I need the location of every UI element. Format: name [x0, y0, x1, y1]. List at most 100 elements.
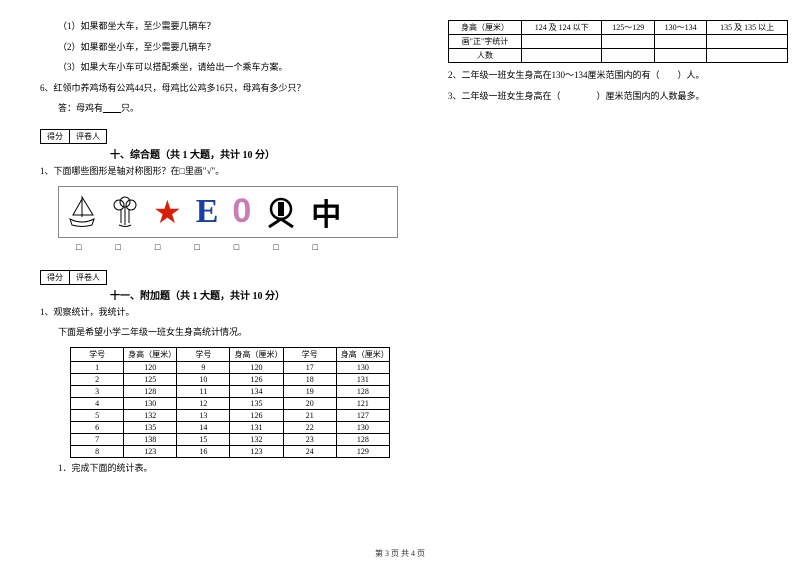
td: 13: [177, 409, 230, 421]
right-q3: 3、二年级一班女生身高在（ ）厘米范围内的人数最多。: [448, 90, 788, 103]
answer-suffix: 只。: [121, 103, 139, 113]
td: 120: [230, 361, 283, 373]
td: 2: [71, 373, 124, 385]
table-row: 51321312621127: [71, 409, 390, 421]
td: 126: [230, 373, 283, 385]
checkbox: □: [273, 242, 278, 252]
td: 15: [177, 433, 230, 445]
th: 学号: [71, 347, 124, 361]
td: 17: [283, 361, 336, 373]
td: 1: [71, 361, 124, 373]
td: 135: [230, 397, 283, 409]
td: 21: [283, 409, 336, 421]
td: 人数: [449, 49, 522, 63]
td: 11: [177, 385, 230, 397]
td: 121: [336, 397, 389, 409]
checkbox: □: [194, 242, 199, 252]
score-label: 得分: [41, 271, 70, 284]
table-row: 21251012618131: [71, 373, 390, 385]
td: 24: [283, 445, 336, 457]
td: 9: [177, 361, 230, 373]
sailboat-icon: [67, 192, 97, 232]
td: 123: [124, 445, 177, 457]
railway-icon: [265, 192, 297, 232]
th: 135 及 135 以上: [707, 21, 788, 35]
td: 129: [336, 445, 389, 457]
section-11-title: 十一、附加题（共 1 大题，共计 10 分）: [40, 287, 398, 302]
td: 132: [124, 409, 177, 421]
td: 128: [336, 433, 389, 445]
answer-blank: [103, 103, 121, 113]
table-row: 1120912017130: [71, 361, 390, 373]
td: 134: [230, 385, 283, 397]
right-q2: 2、二年级一班女生身高在130～134厘米范围内的有（ ）人。: [448, 69, 788, 82]
answer-prefix: 答：母鸡有: [58, 103, 103, 113]
td: 10: [177, 373, 230, 385]
s10-question: 1、下面哪些图形是轴对称图形？在□里画"√"。: [40, 165, 398, 178]
score-label: 得分: [41, 130, 70, 143]
td: 3: [71, 385, 124, 397]
table-row: 画"正"字统计: [449, 35, 788, 49]
score-box-10: 得分 评卷人: [40, 129, 107, 144]
s11-line-a: 1、观察统计，我统计。: [40, 306, 398, 319]
question-6: 6、红领巾养鸡场有公鸡44只，母鸡比公鸡多16只，母鸡有多少只？: [40, 82, 398, 95]
question-1: （1）如果都坐大车，至少需要几辆车？: [40, 20, 398, 33]
td: 128: [124, 385, 177, 397]
table-row: 31281113419128: [71, 385, 390, 397]
td: 125: [124, 373, 177, 385]
td: 132: [230, 433, 283, 445]
height-table: 学号 身高（厘米） 学号 身高（厘米） 学号 身高（厘米） 1120912017…: [70, 347, 390, 458]
table-row: 81231612324129: [71, 445, 390, 457]
th: 学号: [177, 347, 230, 361]
td: 120: [124, 361, 177, 373]
s11-line-b: 下面是希望小学二年级一班女生身高统计情况。: [40, 326, 398, 339]
right-column: 身高（厘米） 124 及 124 以下 125～129 130～134 135 …: [448, 20, 788, 482]
figure-row: ★ E 0 中: [58, 186, 398, 238]
td: 14: [177, 421, 230, 433]
th: 130～134: [654, 21, 706, 35]
checkbox: □: [155, 242, 160, 252]
td: 画"正"字统计: [449, 35, 522, 49]
broccoli-icon: [111, 192, 139, 232]
s11-sub1: 1．完成下面的统计表。: [40, 462, 398, 475]
zero-icon: 0: [232, 192, 251, 232]
checkbox: □: [313, 242, 318, 252]
question-3: （3）如果大车小车可以搭配乘坐，请给出一个乘车方案。: [40, 61, 398, 74]
td: 130: [124, 397, 177, 409]
th: 125～129: [602, 21, 654, 35]
td: 20: [283, 397, 336, 409]
td: 130: [336, 361, 389, 373]
td: 7: [71, 433, 124, 445]
td: 16: [177, 445, 230, 457]
td: 22: [283, 421, 336, 433]
score-box-11: 得分 评卷人: [40, 270, 107, 285]
table-row: 71381513223128: [71, 433, 390, 445]
table-row: 人数: [449, 49, 788, 63]
answer-line: 答：母鸡有 只。: [40, 102, 398, 115]
table-header-row: 学号 身高（厘米） 学号 身高（厘米） 学号 身高（厘米）: [71, 347, 390, 361]
td: 138: [124, 433, 177, 445]
table-row: 41301213520121: [71, 397, 390, 409]
th: 身高（厘米）: [336, 347, 389, 361]
td: 131: [230, 421, 283, 433]
checkbox: □: [234, 242, 239, 252]
th: 身高（厘米）: [124, 347, 177, 361]
page-footer: 第 3 页 共 4 页: [0, 548, 800, 559]
td: 126: [230, 409, 283, 421]
td: 5: [71, 409, 124, 421]
star-icon: ★: [153, 192, 182, 232]
td: 12: [177, 397, 230, 409]
td: 4: [71, 397, 124, 409]
table-row: 身高（厘米） 124 及 124 以下 125～129 130～134 135 …: [449, 21, 788, 35]
td: 135: [124, 421, 177, 433]
td: 18: [283, 373, 336, 385]
td: 127: [336, 409, 389, 421]
th: 学号: [283, 347, 336, 361]
th: 124 及 124 以下: [521, 21, 602, 35]
td: 130: [336, 421, 389, 433]
left-column: （1）如果都坐大车，至少需要几辆车？ （2）如果都坐小车，至少需要几辆车？ （3…: [40, 20, 398, 482]
grader-label: 评卷人: [70, 130, 106, 143]
th: 身高（厘米）: [449, 21, 522, 35]
td: 6: [71, 421, 124, 433]
letter-e-icon: E: [196, 192, 219, 232]
